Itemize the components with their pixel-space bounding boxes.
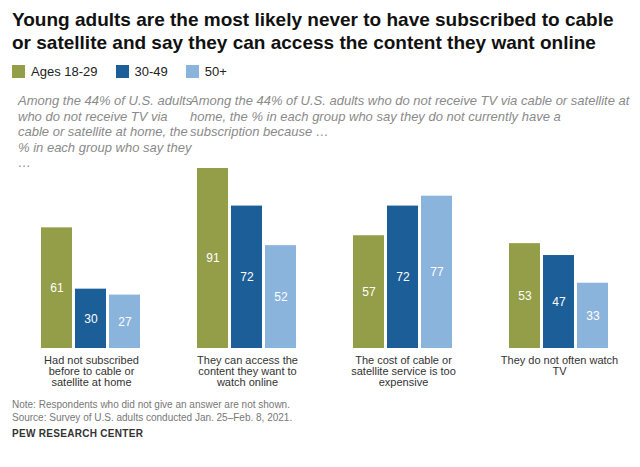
svg-text:Had not subscribedbefore to ca: Had not subscribedbefore to cable orsate…	[44, 354, 139, 388]
svg-text:47: 47	[552, 295, 566, 309]
html-text:Note: Respondents who did not: Note: Respondents who did not give an an…	[12, 399, 290, 410]
svg-text:72: 72	[396, 270, 410, 284]
svg-text:33: 33	[586, 309, 600, 323]
svg-text:They can access thecontent the: They can access thecontent they want tow…	[197, 354, 298, 388]
svg-text:72: 72	[240, 270, 254, 284]
svg-text:61: 61	[50, 281, 64, 295]
svg-text:57: 57	[362, 285, 376, 299]
html-text:Young adults are the most like: Young adults are the most likely never t…	[12, 9, 614, 53]
html-text:PEW RESEARCH CENTER: PEW RESEARCH CENTER	[12, 428, 144, 439]
html-text:Among the 44% of U.S. adults w: Among the 44% of U.S. adults who do not …	[18, 93, 193, 170]
svg-text:52: 52	[274, 290, 288, 304]
html-text:50+: 50+	[204, 63, 227, 79]
svg-text:91: 91	[206, 251, 220, 265]
html-text:30-49: 30-49	[134, 63, 168, 79]
svg-text:They do not often watchTV: They do not often watchTV	[501, 354, 618, 377]
svg-text:30: 30	[84, 312, 98, 326]
html-text:Among the 44% of U.S. adults w: Among the 44% of U.S. adults who do not …	[190, 93, 630, 139]
svg-text:53: 53	[518, 289, 532, 303]
svg-text:The cost of cable orsatellite: The cost of cable orsatellite service is…	[351, 354, 456, 388]
svg-text:77: 77	[430, 265, 444, 279]
html-text:Ages 18-29: Ages 18-29	[31, 63, 98, 79]
html-text:Source: Survey of U.S. adults: Source: Survey of U.S. adults conducted …	[12, 412, 293, 423]
svg-text:27: 27	[118, 315, 132, 329]
